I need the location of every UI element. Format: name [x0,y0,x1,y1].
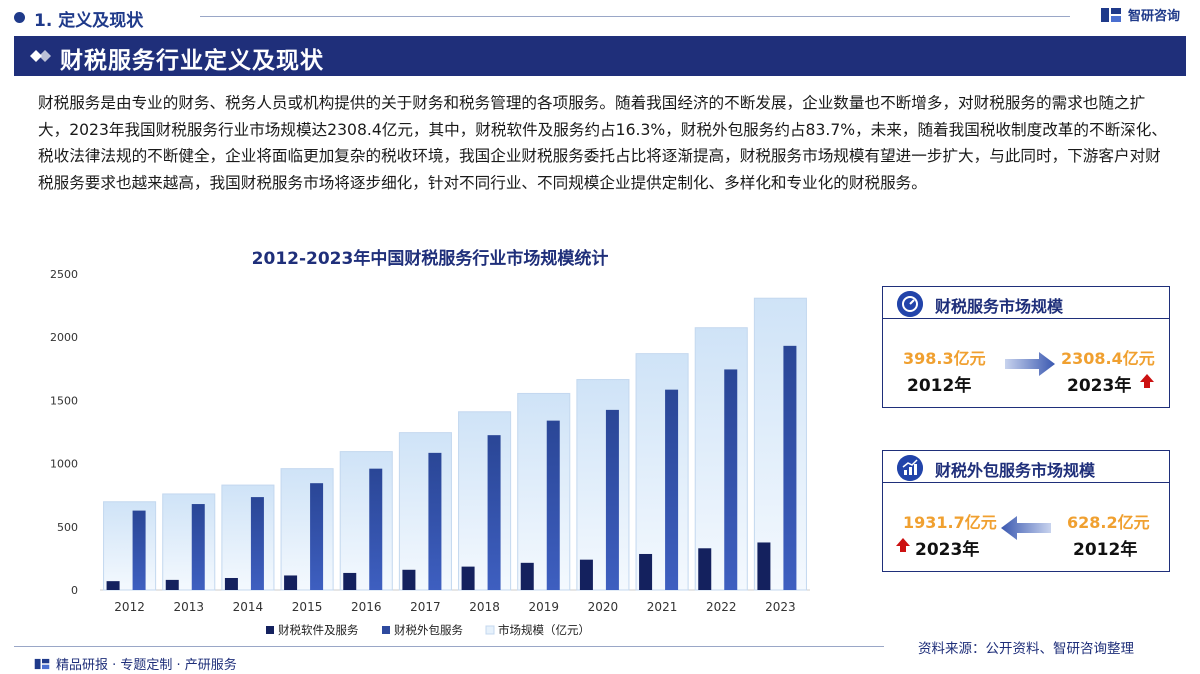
end-value: 2308.4亿元 [1061,349,1155,368]
bar-market-size [339,451,393,591]
y-tick-label: 0 [71,584,78,597]
bar-outsourcing-service [783,345,797,590]
bar-outsourcing-service [487,435,501,590]
bar-market-size [635,353,689,591]
bar-outsourcing-service [724,369,738,590]
data-source: 资料来源：公开资料、智研咨询整理 [918,641,1134,657]
bar-outsourcing-service [310,483,324,590]
market-size-chart: 0 500 1000 1500 2000 2500 2012 2013 2014 2015 2016… [50,268,810,637]
card-title: 财税外包服务市场规模 [935,461,1096,480]
section-dot [14,12,25,23]
x-tick-label: 2018 [469,600,500,614]
bar-market-size [458,411,512,591]
footer-tagline-text: 精品研报 · 专题定制 · 产研服务 [56,658,237,673]
bar-software-service [284,575,298,590]
brand-icon [34,658,50,669]
start-value: 628.2亿元 [1067,513,1150,532]
bar-market-size [398,432,452,591]
y-tick-label: 1000 [50,458,78,471]
market-size-card: 财税服务市场规模 398.3亿元 2012年 2308.4亿元 2023年 [882,286,1170,408]
title-banner: 财税服务行业定义及现状 [14,36,1186,76]
bar-market-size [103,501,157,591]
up-arrow-icon [896,538,910,552]
x-tick-label: 2017 [410,600,441,614]
bar-market-size [753,297,807,591]
bar-software-service [224,577,238,590]
x-tick-label: 2013 [173,600,204,614]
start-value: 398.3亿元 [903,349,986,368]
bar-software-service [106,581,120,590]
chart-title: 2012-2023年中国财税服务行业市场规模统计 [251,249,609,269]
brand-name: 智研咨询 [1128,9,1181,24]
bar-market-size [517,392,571,591]
end-year: 2023年 [1067,376,1132,396]
trend-chart-icon [897,455,923,481]
bar-software-service [165,579,179,590]
x-tick-label: 2020 [588,600,619,614]
card-title: 财税服务市场规模 [935,297,1064,316]
left-arrow-icon [1001,516,1051,540]
right-arrow-icon [1005,352,1055,376]
bar-outsourcing-service [546,420,560,590]
brand-icon [1101,7,1121,22]
bar-outsourcing-service [369,468,383,590]
bar-outsourcing-service [665,389,679,590]
card-header: 财税服务市场规模 [883,287,1169,319]
intro-paragraph: 财税服务是由专业的财务、税务人员或机构提供的关于财务和税务管理的各项服务。随着我… [38,94,1167,192]
bar-market-size [694,327,748,591]
legend-label: 财税外包服务 [394,623,463,637]
y-tick-label: 1500 [50,394,78,407]
bar-market-size [162,493,216,591]
end-value: 1931.7亿元 [903,513,997,532]
bar-software-service [639,553,653,590]
bar-outsourcing-service [191,504,205,590]
outsourcing-card: 财税外包服务市场规模 1931.7亿元 2023年 628.2亿元 2012年 [882,450,1170,572]
bar-software-service [520,562,534,590]
legend-swatch [266,626,274,634]
bar-outsourcing-service [605,409,619,590]
start-year: 2012年 [907,376,972,396]
bar-outsourcing-service [250,497,264,590]
section-title: 1. 定义及现状 [34,11,144,31]
card-header: 财税外包服务市场规模 [883,451,1169,483]
y-tick-label: 2500 [50,268,78,281]
bar-software-service [461,566,475,590]
x-tick-label: 2022 [706,600,737,614]
bar-software-service [579,559,593,590]
bar-software-service [343,572,357,590]
x-tick-label: 2016 [351,600,382,614]
y-tick-label: 500 [57,521,78,534]
header-divider [200,16,1070,17]
bar-market-size [576,379,630,591]
gauge-icon [897,291,923,317]
bar-outsourcing-service [428,452,442,590]
legend-swatch [382,626,390,634]
legend-label: 市场规模（亿元） [498,623,590,637]
end-year: 2023年 [915,540,980,560]
x-tick-label: 2015 [292,600,323,614]
bar-software-service [698,548,712,590]
x-tick-label: 2012 [114,600,145,614]
brand-logo: 智研咨询 [1100,5,1180,24]
legend-label: 财税软件及服务 [278,623,359,637]
start-year: 2012年 [1073,540,1138,560]
bar-outsourcing-service [132,510,146,590]
bar-software-service [757,542,771,590]
x-tick-label: 2019 [528,600,559,614]
bar-software-service [402,569,416,590]
y-tick-label: 2000 [50,331,78,344]
legend-swatch [485,625,495,635]
page-title: 财税服务行业定义及现状 [60,48,324,74]
footer-tagline: 精品研报 · 专题定制 · 产研服务 [34,654,237,673]
footer-divider [14,646,884,647]
bar-market-size [280,468,334,591]
bar-market-size [221,484,275,591]
x-tick-label: 2023 [765,600,796,614]
x-tick-label: 2021 [647,600,678,614]
diamond-icon [30,50,51,62]
x-tick-label: 2014 [233,600,264,614]
up-arrow-icon [1140,374,1154,388]
